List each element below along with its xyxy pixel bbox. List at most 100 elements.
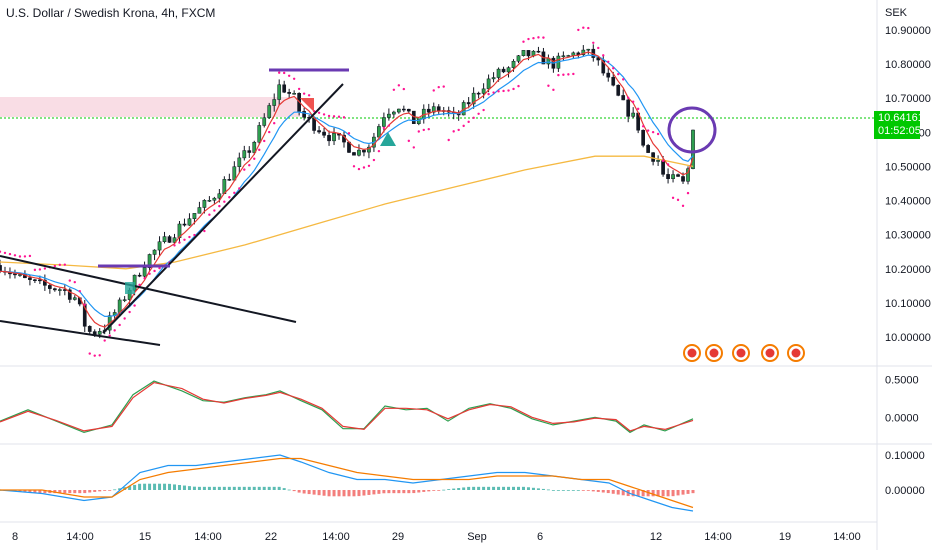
candle-body <box>661 160 665 175</box>
candle-body <box>332 132 336 142</box>
psar-dot <box>253 157 256 160</box>
histogram-bar <box>352 490 356 497</box>
price-tick: 10.00000 <box>885 332 931 344</box>
psar-dot <box>532 37 535 40</box>
oscillator-2-tick: 0.00000 <box>885 485 925 497</box>
histogram-bar <box>192 486 196 490</box>
histogram-bar <box>73 490 77 494</box>
psar-dot <box>656 132 660 136</box>
trendline-upper[interactable] <box>0 255 297 323</box>
ma-long-line <box>0 155 694 270</box>
candle-body <box>506 67 511 73</box>
psar-dot <box>686 191 690 195</box>
psar-dot <box>13 254 17 257</box>
psar-dot <box>332 115 336 118</box>
candle-body <box>491 77 496 80</box>
histogram-bar <box>512 486 516 490</box>
time-tick: 12 <box>650 531 662 543</box>
psar-dot <box>442 85 445 88</box>
candle-body <box>272 99 277 106</box>
histogram-bar <box>507 486 511 490</box>
psar-dot <box>133 304 136 307</box>
psar-dot <box>218 204 221 208</box>
histogram-bar <box>377 490 381 494</box>
psar-dot <box>0 250 2 253</box>
trendline-rising[interactable] <box>102 83 344 334</box>
price-tick: 10.70000 <box>885 93 931 105</box>
psar-dot <box>248 164 251 167</box>
psar-dot <box>282 71 286 75</box>
candle-body <box>516 55 521 62</box>
candle-body <box>362 149 366 153</box>
psar-dot <box>78 289 81 293</box>
trendline-lower[interactable] <box>0 320 161 346</box>
histogram-bar <box>227 486 231 490</box>
highlight-circle[interactable] <box>667 106 717 154</box>
ema-slow-line <box>0 54 694 318</box>
psar-dot <box>482 108 485 112</box>
psar-dot <box>492 91 495 94</box>
psar-dot <box>497 90 500 93</box>
psar-dot <box>58 263 62 267</box>
candle-body <box>0 265 2 272</box>
candle-body <box>396 108 401 113</box>
histogram-bar <box>656 490 660 497</box>
histogram-bar <box>561 490 565 491</box>
psar-dot <box>527 37 530 41</box>
psar-dot <box>462 124 465 128</box>
histogram-bar <box>18 490 22 492</box>
oscillator-1-line-a <box>0 380 694 434</box>
psar-dot <box>123 317 126 320</box>
candle-body <box>52 288 57 291</box>
histogram-bar <box>621 490 625 496</box>
histogram-bar <box>487 486 491 490</box>
histogram-bar <box>63 490 67 494</box>
histogram-bar <box>601 490 605 493</box>
candle-body <box>142 267 147 277</box>
psar-dot <box>297 87 301 91</box>
candle-body <box>237 157 242 167</box>
candle-body <box>92 331 97 335</box>
psar-dot <box>203 229 206 233</box>
psar-dot <box>522 40 525 43</box>
psar-dot <box>317 111 321 115</box>
histogram-bar <box>641 490 645 497</box>
psar-dot <box>33 268 37 272</box>
candle-body <box>466 102 471 105</box>
candle-body <box>217 193 222 199</box>
candle-body <box>646 145 650 153</box>
candle-body <box>312 117 316 131</box>
psar-dot <box>487 92 490 96</box>
candle-body <box>43 279 47 286</box>
histogram-bar <box>337 490 341 497</box>
psar-dot <box>277 71 281 74</box>
psar-dot <box>83 303 86 306</box>
psar-dot <box>108 334 111 337</box>
histogram-bar <box>272 486 276 490</box>
histogram-bar <box>556 490 560 491</box>
histogram-bar <box>432 490 436 491</box>
histogram-bar <box>357 490 361 497</box>
economic-events <box>683 344 805 362</box>
candle-body <box>182 223 187 226</box>
histogram-bar <box>467 486 471 490</box>
psar-dot <box>407 139 411 143</box>
psar-dot <box>273 122 276 125</box>
psar-dot <box>148 272 151 275</box>
psar-dot <box>28 254 32 258</box>
candle-body <box>72 297 77 300</box>
histogram-bar <box>297 490 301 493</box>
histogram-bar <box>148 483 152 490</box>
histogram-bar <box>113 489 117 491</box>
candle-body <box>566 55 571 57</box>
histogram-bar <box>302 490 306 494</box>
psar-dot <box>342 116 346 119</box>
flag-icon <box>687 348 697 358</box>
candle-body <box>436 106 441 112</box>
histogram-bar <box>262 486 266 490</box>
price-tick: 10.50000 <box>885 161 931 173</box>
candle-body <box>586 48 591 51</box>
psar-dot <box>512 87 515 91</box>
price-tick: 10.30000 <box>885 230 931 242</box>
